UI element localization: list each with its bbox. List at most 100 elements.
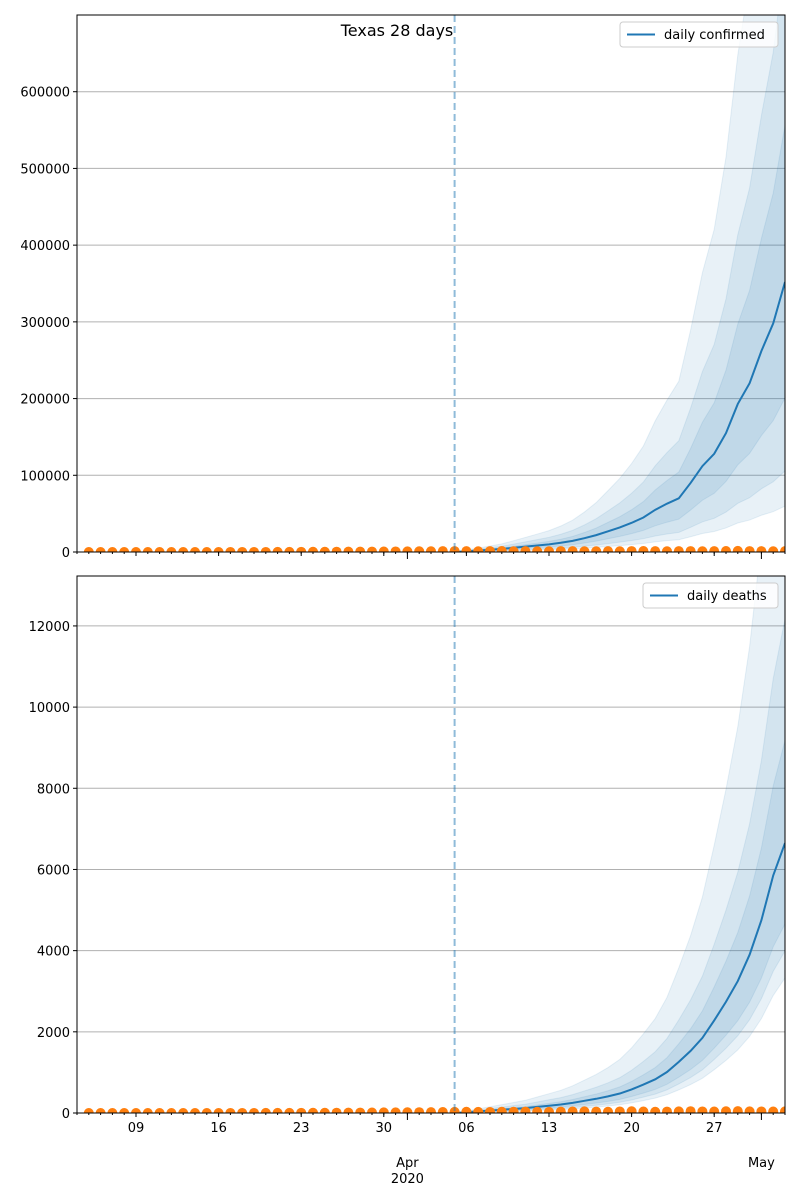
y-tick-label: 400000 xyxy=(20,239,70,254)
observed-point xyxy=(414,546,425,552)
observed-point xyxy=(426,546,436,552)
observed-point xyxy=(190,546,200,552)
observed-point xyxy=(437,546,448,552)
observed-point xyxy=(756,546,767,552)
observed-point xyxy=(402,546,413,552)
observed-point xyxy=(355,546,366,552)
observed-point xyxy=(260,1107,271,1113)
observed-point xyxy=(768,1106,779,1113)
observed-point xyxy=(626,546,637,552)
observed-point xyxy=(225,1107,236,1113)
observed-point xyxy=(237,1107,248,1113)
observed-point xyxy=(272,546,283,552)
observed-point xyxy=(555,546,566,552)
observed-point xyxy=(591,546,602,552)
observed-point xyxy=(508,1106,519,1113)
observed-point xyxy=(496,546,507,552)
observed-point xyxy=(744,1106,755,1113)
observed-point xyxy=(638,546,649,552)
observed-point xyxy=(107,546,118,552)
legend-box xyxy=(619,21,779,48)
confirmed-axes: 0 100000 200000 300000 400000 500000 600000 dai… xyxy=(20,14,786,561)
observed-point xyxy=(213,546,224,552)
observed-point xyxy=(142,1108,153,1113)
legend-box xyxy=(642,582,779,609)
observed-point xyxy=(544,1106,554,1113)
interval-band-inner xyxy=(454,740,785,1113)
observed-point xyxy=(473,1106,484,1113)
observed-point xyxy=(331,1107,342,1113)
interval-band-middle xyxy=(454,618,785,1113)
observed-point xyxy=(744,546,755,552)
observed-point xyxy=(367,546,377,552)
interval-band-outer xyxy=(454,576,785,1113)
observed-point xyxy=(249,1107,259,1113)
observed-point xyxy=(308,1107,318,1113)
x-tick-label: 23 xyxy=(293,1121,310,1136)
observed-point xyxy=(378,546,389,552)
observed-point xyxy=(721,546,731,552)
observed-point xyxy=(131,1108,141,1113)
observed-point xyxy=(308,546,318,552)
y-tick-label: 6000 xyxy=(37,863,70,878)
observed-point xyxy=(119,1108,130,1113)
observed-point xyxy=(614,546,625,552)
observed-point xyxy=(638,1106,649,1113)
y-tick-label: 500000 xyxy=(20,162,70,177)
observed-point xyxy=(532,546,543,552)
observed-point xyxy=(579,1106,590,1113)
observed-point xyxy=(650,546,661,552)
observed-point xyxy=(579,546,590,552)
y-tick-label: 4000 xyxy=(37,945,70,960)
observed-point xyxy=(95,547,106,552)
observed-point xyxy=(284,1107,295,1113)
x-tick-label: 27 xyxy=(706,1121,723,1136)
interval-band-inner xyxy=(454,125,785,552)
observed-point xyxy=(768,546,779,552)
observed-point xyxy=(343,1107,354,1113)
observed-point xyxy=(626,1106,637,1113)
observed-point xyxy=(201,546,212,552)
observed-point xyxy=(178,1108,189,1113)
observed-point xyxy=(591,1106,602,1113)
chart-title: Texas 28 days xyxy=(340,21,454,40)
observed-point xyxy=(296,1107,307,1113)
observed-point xyxy=(402,1107,413,1113)
observed-point xyxy=(190,1108,200,1113)
x-tick-label: 16 xyxy=(210,1121,227,1136)
observed-point xyxy=(614,1106,625,1113)
observed-point xyxy=(355,1107,366,1113)
y-tick-label: 10000 xyxy=(29,701,70,716)
observed-point xyxy=(555,1106,566,1113)
observed-point xyxy=(567,1106,578,1113)
observed-point xyxy=(721,1106,731,1113)
observed-point xyxy=(178,546,189,552)
observed-point xyxy=(331,546,342,552)
x-tick-label: 13 xyxy=(541,1121,558,1136)
observed-point xyxy=(673,1106,684,1113)
observed-point xyxy=(83,547,94,552)
observed-point xyxy=(485,1106,495,1113)
legend: daily confirmed xyxy=(619,21,779,48)
interval-band-middle xyxy=(454,15,785,552)
observed-point xyxy=(154,1108,165,1113)
observed-point xyxy=(603,546,613,552)
deaths-axes: 0 2000 4000 6000 8000 10000 12000 09 16 23 30 06 13 2… xyxy=(29,575,786,1187)
observed-point xyxy=(709,546,720,552)
observed-point xyxy=(390,546,401,552)
observed-point xyxy=(496,1106,507,1113)
observed-point xyxy=(603,1106,613,1113)
observed-point xyxy=(119,546,130,552)
legend-label: daily confirmed xyxy=(664,28,765,43)
y-tick-label: 8000 xyxy=(37,782,70,797)
observed-point xyxy=(461,1106,472,1113)
observed-point xyxy=(532,1106,543,1113)
observed-point xyxy=(520,546,531,552)
observed-point xyxy=(142,546,153,552)
y-tick-label: 300000 xyxy=(20,316,70,331)
observed-point xyxy=(697,1106,708,1113)
observed-point xyxy=(732,545,743,552)
observed-point xyxy=(567,546,578,552)
x-year-label: 2020 xyxy=(391,1172,424,1187)
